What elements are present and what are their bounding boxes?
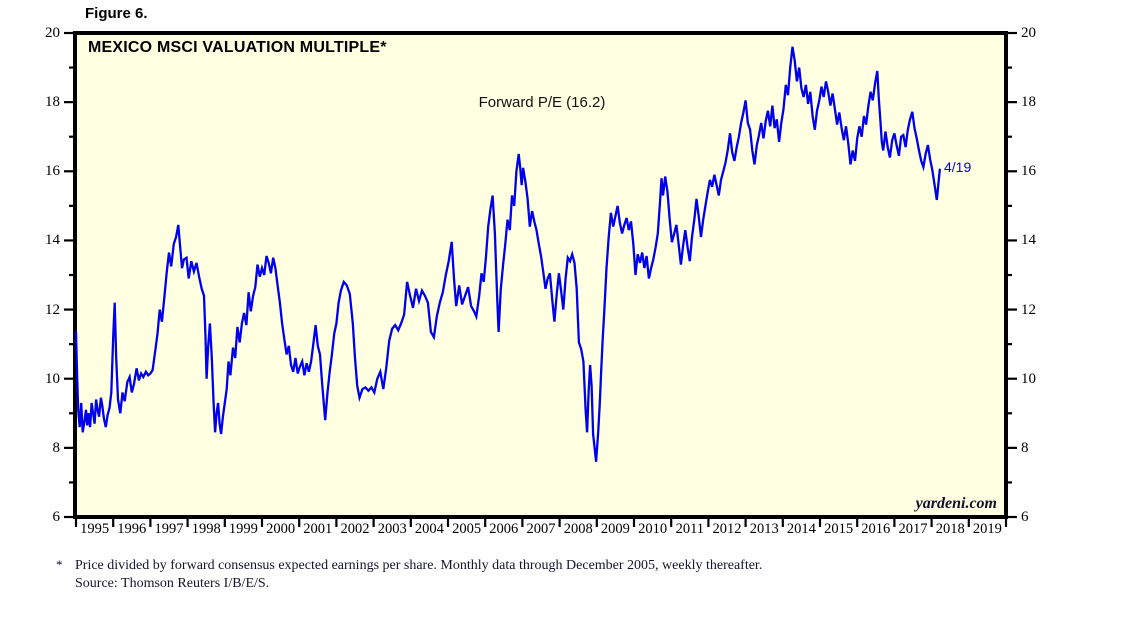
footnote-line2: Source: Thomson Reuters I/B/E/S. — [75, 576, 270, 591]
x-axis-year-label: 2016 — [861, 521, 891, 537]
y-axis-tick-label: 12 — [1021, 301, 1036, 318]
x-axis-year-label: 2004 — [414, 521, 444, 537]
y-axis-tick-label: 6 — [1021, 509, 1029, 525]
footnote-line1: Price divided by forward consensus expec… — [75, 558, 763, 573]
x-axis-year-label: 1995 — [80, 521, 110, 537]
x-axis-year-label: 2019 — [972, 521, 1002, 537]
y-axis-tick-label: 20 — [1021, 25, 1036, 41]
y-axis-tick-label: 14 — [1021, 232, 1036, 249]
chart-title: MEXICO MSCI VALUATION MULTIPLE* — [88, 39, 387, 56]
x-axis-year-label: 2017 — [898, 521, 928, 537]
plot-border — [73, 31, 1008, 519]
x-axis-year-label: 2002 — [340, 521, 370, 537]
y-axis-tick-label: 8 — [52, 439, 61, 456]
y-axis-tick-label: 18 — [1021, 94, 1036, 111]
y-axis-tick-label: 8 — [1021, 439, 1029, 456]
x-axis-year-label: 2000 — [266, 521, 296, 537]
x-axis-year-label: 1997 — [154, 521, 184, 537]
x-axis-year-label: 1999 — [228, 521, 258, 537]
x-axis-year-label: 2007 — [526, 521, 556, 537]
x-axis-year-label: 2003 — [377, 521, 407, 537]
series-end-label: 4/19 — [944, 159, 972, 175]
y-axis-tick-label: 10 — [45, 370, 60, 387]
y-axis-tick-label: 14 — [45, 232, 60, 249]
x-axis-year-label: 2001 — [303, 521, 333, 537]
x-axis-year-label: 2006 — [489, 521, 519, 537]
x-axis-year-label: 2011 — [675, 521, 705, 537]
plot-background — [75, 33, 1006, 517]
y-axis-tick-label: 16 — [45, 163, 60, 180]
y-axis-tick-label: 6 — [52, 509, 61, 525]
x-axis-year-label: 2010 — [638, 521, 668, 537]
y-axis-tick-label: 10 — [1021, 370, 1036, 387]
x-axis-year-label: 2013 — [749, 521, 779, 537]
forward-pe-line — [74, 46, 941, 462]
figure-label: Figure 6. — [85, 5, 148, 22]
y-axis-tick-label: 18 — [45, 94, 60, 111]
footnote-marker: * — [56, 557, 63, 572]
x-axis-year-label: 2018 — [935, 521, 965, 537]
y-axis-tick-label: 20 — [45, 25, 60, 41]
x-axis-year-label: 2005 — [452, 521, 482, 537]
y-axis-tick-label: 12 — [45, 301, 60, 318]
y-axis-tick-label: 16 — [1021, 163, 1036, 180]
x-axis-year-label: 2012 — [712, 521, 742, 537]
x-axis-year-label: 1998 — [191, 521, 221, 537]
x-axis-year-label: 2009 — [600, 521, 630, 537]
x-axis-year-label: 2008 — [563, 521, 593, 537]
x-axis-year-label: 2015 — [824, 521, 854, 537]
x-axis-year-label: 1996 — [117, 521, 147, 537]
series-label: Forward P/E (16.2) — [478, 94, 606, 111]
watermark-yardeni: yardeni.com — [915, 495, 997, 512]
x-axis-year-label: 2014 — [786, 521, 816, 537]
